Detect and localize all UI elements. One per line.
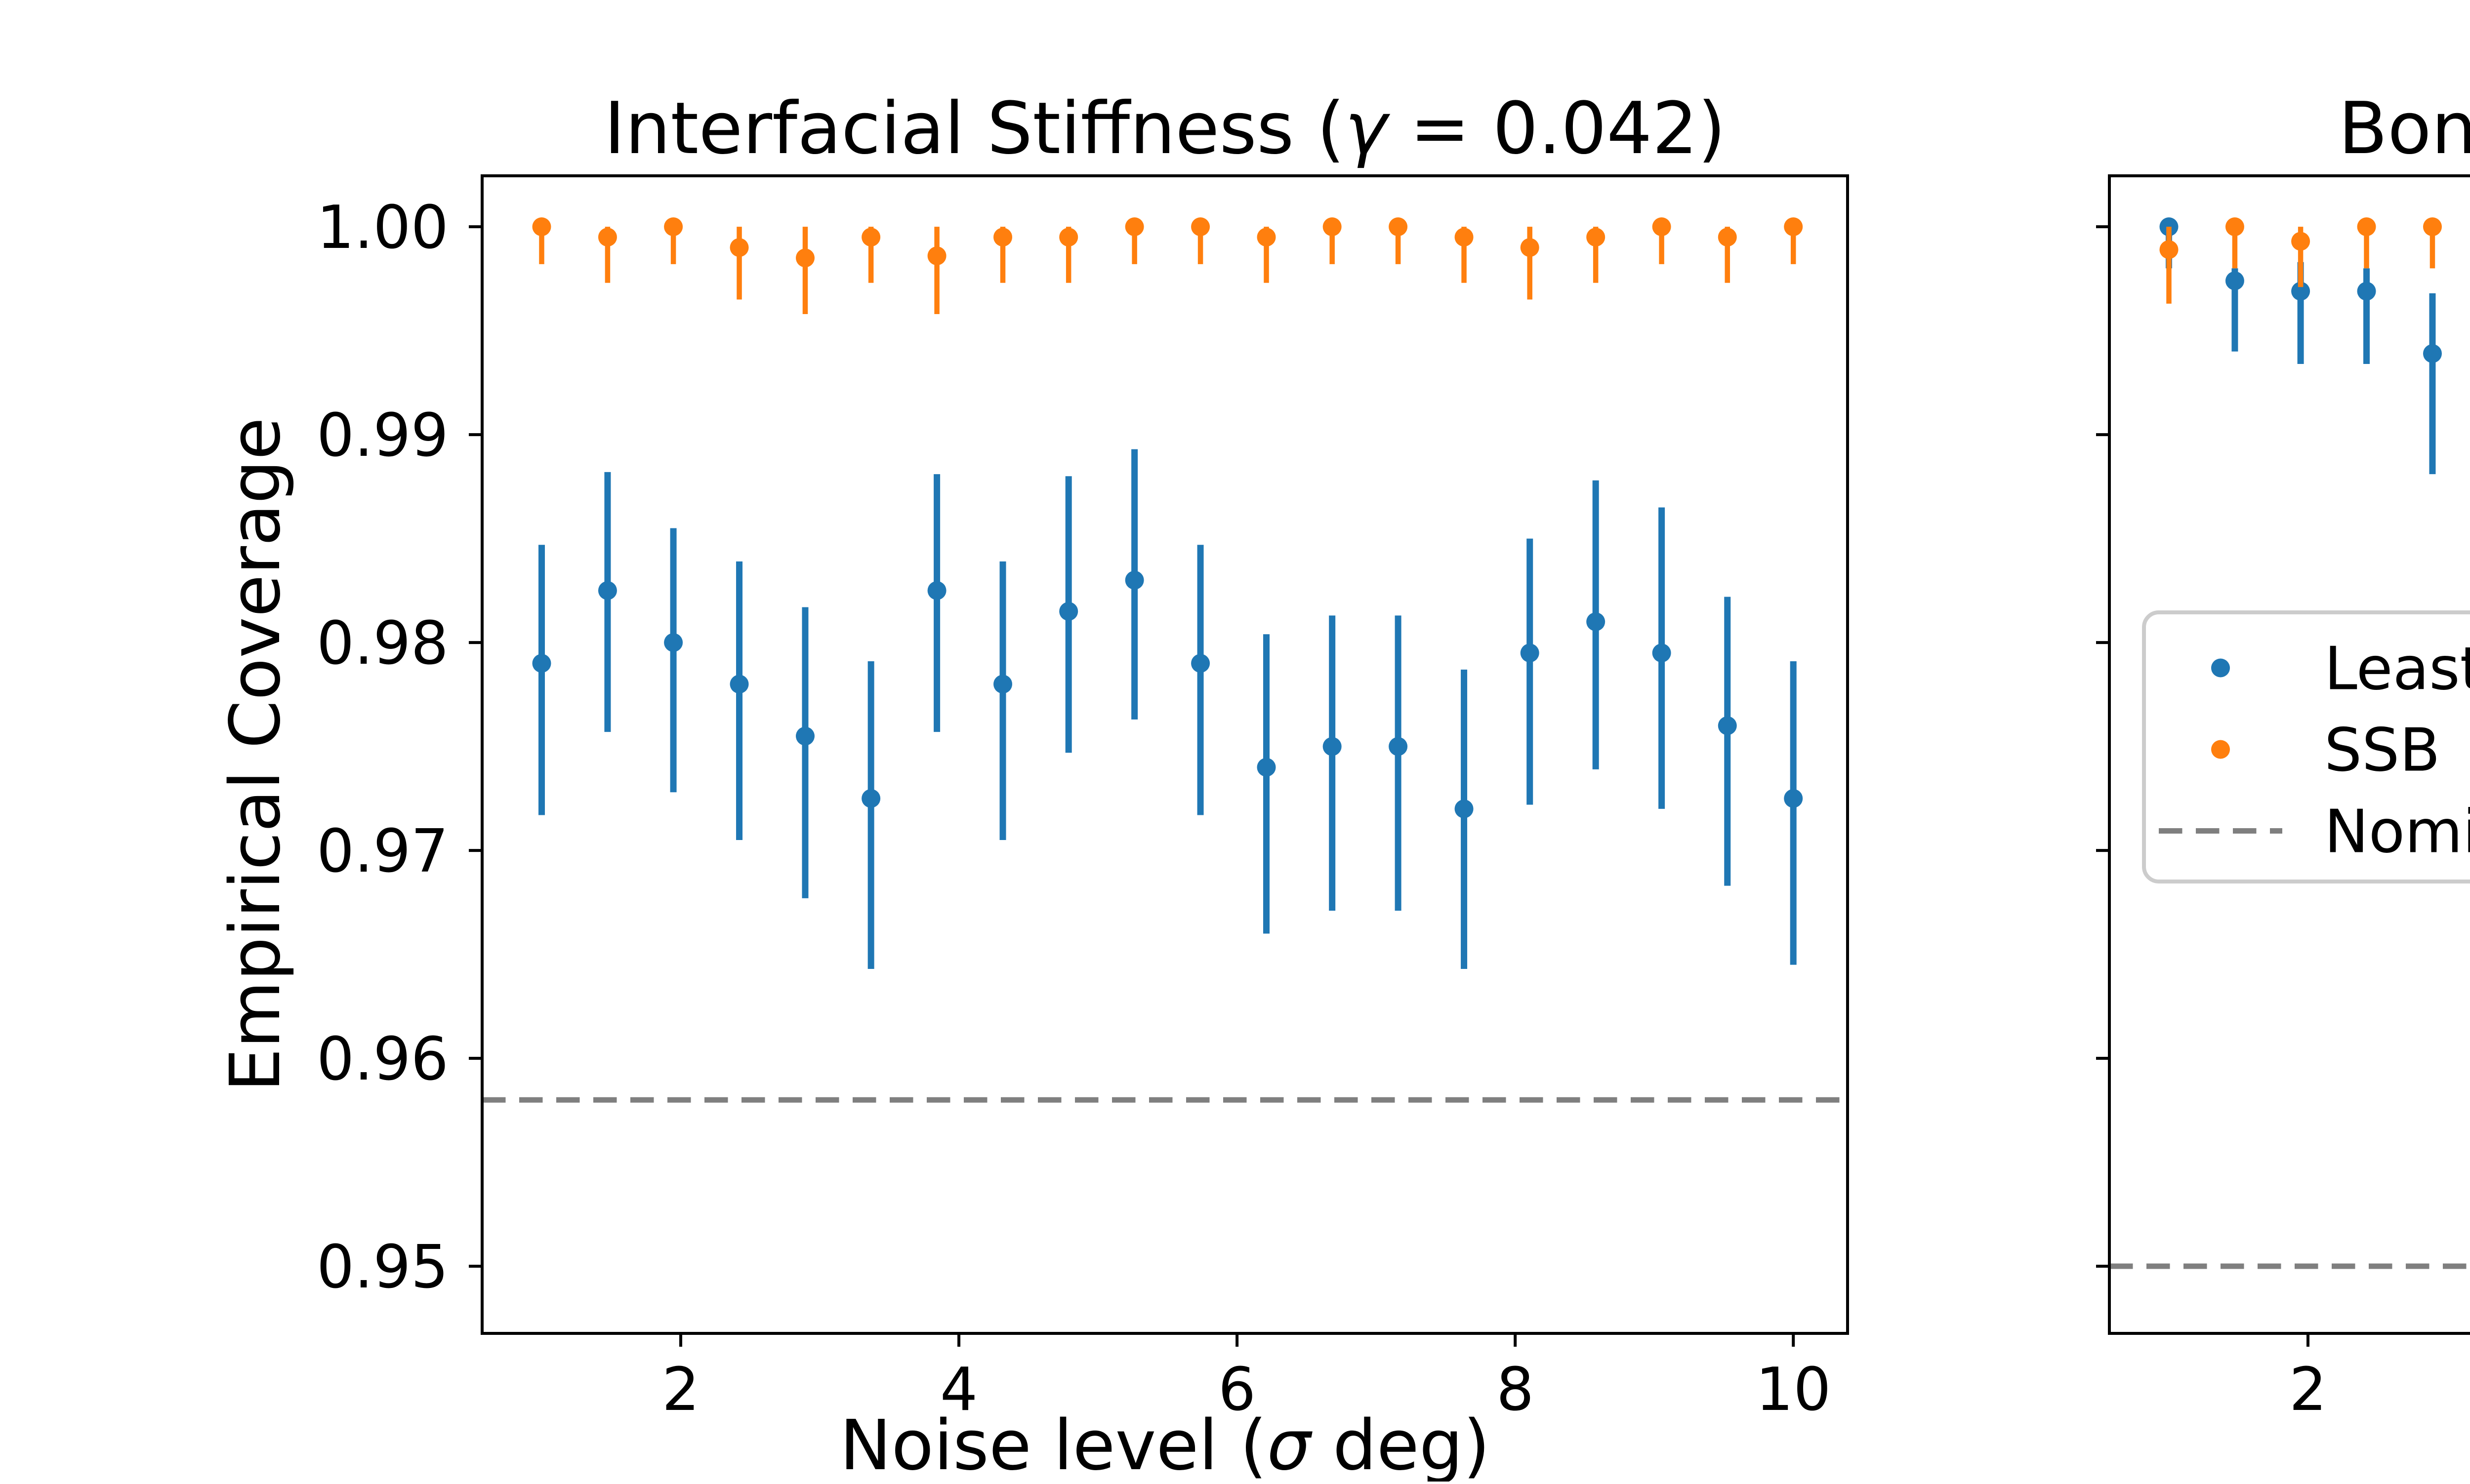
y-tick-label: 0.98	[317, 609, 449, 678]
marker-ssb	[1059, 228, 1078, 247]
marker-ssb	[1718, 228, 1737, 247]
marker-ssb	[993, 228, 1013, 247]
marker-least-squares	[1454, 799, 1474, 818]
axes-spines	[2108, 174, 2470, 1335]
marker-ssb	[598, 228, 617, 247]
plot-title: Bond Strength (α = 0.05)	[2339, 87, 2470, 170]
legend-entry-least-squares: Least-Squares	[2211, 635, 2470, 704]
legend-entry-label: Least-Squares	[2324, 635, 2470, 704]
least-squares-marker-icon	[2211, 658, 2230, 678]
marker-least-squares	[2423, 344, 2442, 363]
marker-least-squares	[1652, 643, 1671, 663]
x-tick-label: 2	[662, 1356, 700, 1424]
x-axis-label: Noise level (σ deg)	[2467, 1405, 2470, 1482]
marker-ssb	[2291, 232, 2310, 251]
x-tick-label: 8	[1496, 1356, 1534, 1424]
marker-least-squares	[862, 789, 881, 808]
marker-ssb	[1322, 217, 1342, 237]
plot-title-symbol: γ	[1345, 87, 1391, 170]
y-tick-label: 0.96	[317, 1025, 449, 1094]
marker-ssb	[1257, 228, 1276, 247]
marker-ssb	[664, 217, 683, 237]
series-ssb	[532, 217, 1803, 314]
marker-least-squares	[993, 675, 1013, 694]
marker-ssb	[1520, 238, 1539, 257]
marker-least-squares	[1520, 643, 1539, 663]
marker-ssb	[1652, 217, 1671, 237]
series-least-squares	[532, 449, 1803, 969]
x-axis-label-pre: Noise level (	[840, 1405, 1267, 1482]
marker-least-squares	[1257, 758, 1276, 777]
x-axis-label-pre: Noise level (	[2467, 1405, 2470, 1482]
marker-ssb	[862, 228, 881, 247]
marker-ssb	[1586, 228, 1606, 247]
marker-least-squares	[1718, 716, 1737, 735]
marker-ssb	[2225, 217, 2244, 237]
y-axis-label: Empirical Coverage	[215, 417, 296, 1092]
marker-least-squares	[532, 654, 551, 673]
plot-title-pre: Bond Strength (	[2339, 87, 2470, 170]
marker-ssb	[532, 217, 551, 237]
marker-ssb	[2357, 217, 2376, 237]
plot-title: Interfacial Stiffness (γ = 0.042)	[604, 87, 1726, 170]
marker-least-squares	[1784, 789, 1803, 808]
legend-box	[2142, 610, 2470, 883]
legend-entry-ssb: SSB	[2211, 717, 2440, 785]
y-tick-label: 0.99	[317, 401, 449, 470]
marker-ssb	[795, 248, 815, 268]
x-tick-label: 10	[1756, 1356, 1831, 1424]
subplot-left: 2 4 6 8 10 1.00 0.99 0.98 0.97 0.96 0.95 Interfacia…	[215, 87, 1849, 1484]
marker-ssb	[1389, 217, 1408, 237]
marker-ssb	[1454, 228, 1474, 247]
marker-ssb	[2423, 217, 2442, 237]
x-axis-label-symbol: σ	[1267, 1405, 1313, 1482]
marker-ssb	[1191, 217, 1210, 237]
x-axis-label-post: deg)	[1311, 1405, 1490, 1482]
marker-least-squares	[2225, 271, 2244, 290]
marker-least-squares	[1125, 570, 1144, 590]
legend-entry-label: Nominal Level	[2324, 798, 2470, 867]
y-tick-label: 0.95	[317, 1233, 449, 1302]
marker-least-squares	[598, 581, 617, 600]
marker-least-squares	[2291, 281, 2310, 301]
y-tick-label: 1.00	[317, 194, 449, 262]
marker-least-squares	[1586, 612, 1606, 631]
marker-least-squares	[2159, 217, 2179, 237]
marker-ssb	[927, 246, 947, 266]
plot-title-pre: Interfacial Stiffness (	[604, 87, 1345, 170]
x-tick-label: 6	[1218, 1356, 1256, 1424]
marker-least-squares	[1322, 737, 1342, 756]
marker-least-squares	[730, 675, 749, 694]
y-tick-label: 0.97	[317, 817, 449, 886]
marker-least-squares	[927, 581, 947, 600]
marker-least-squares	[795, 726, 815, 746]
legend-entry-label: SSB	[2324, 717, 2440, 785]
legend: Least-Squares SSB Nominal Level	[2142, 610, 2470, 883]
marker-least-squares	[1059, 602, 1078, 621]
series-ssb	[2159, 217, 2442, 304]
x-tick-label: 4	[940, 1356, 978, 1424]
x-tick-label: 2	[2289, 1356, 2327, 1424]
x-axis-label: Noise level (σ deg)	[840, 1405, 1490, 1482]
marker-least-squares	[1389, 737, 1408, 756]
legend-entry-nominal-level: Nominal Level	[2159, 798, 2470, 867]
marker-ssb	[730, 238, 749, 257]
axes-spines	[480, 174, 1849, 1335]
marker-least-squares	[2357, 281, 2376, 301]
marker-least-squares	[664, 633, 683, 652]
plot-title-post: = 0.042)	[1387, 87, 1726, 170]
marker-ssb	[1784, 217, 1803, 237]
marker-least-squares	[1191, 654, 1210, 673]
ssb-marker-icon	[2211, 740, 2230, 759]
subplot-right: 246810Bond Strength (α = 0.05)Noise leve…	[2096, 87, 2470, 1484]
marker-ssb	[2159, 240, 2179, 259]
marker-ssb	[1125, 217, 1144, 237]
